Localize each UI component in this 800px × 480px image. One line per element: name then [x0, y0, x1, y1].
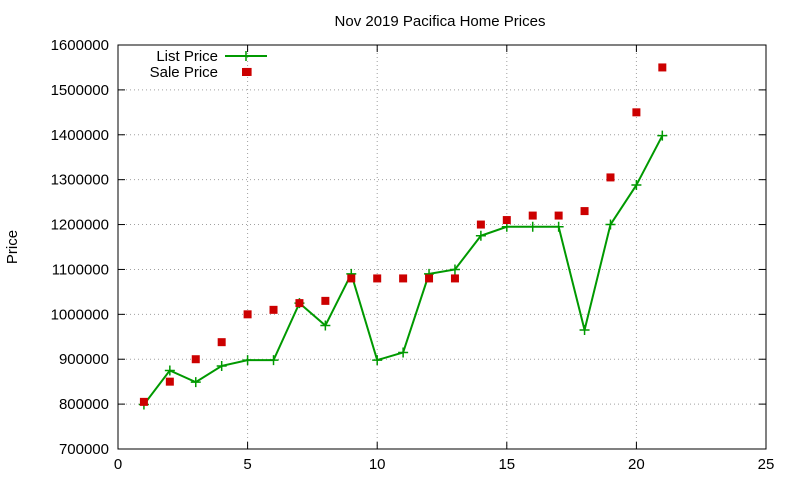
- y-tick-label: 1500000: [51, 82, 109, 99]
- data-point: [295, 299, 304, 308]
- series: [138, 63, 668, 410]
- data-point: [191, 355, 200, 364]
- y-tick-label: 1300000: [51, 172, 109, 189]
- data-point: [476, 220, 485, 229]
- data-point: [632, 108, 641, 117]
- data-point: [347, 274, 356, 283]
- y-tick-label: 1100000: [52, 261, 109, 278]
- x-tick-label: 5: [243, 456, 251, 473]
- x-tick-label: 25: [758, 456, 775, 473]
- y-tick-label: 1400000: [51, 127, 109, 144]
- data-point: [606, 173, 615, 182]
- data-point: [399, 274, 408, 283]
- data-point: [449, 264, 460, 275]
- data-point: [165, 377, 174, 386]
- axes: [117, 44, 767, 450]
- y-tick-label: 1200000: [51, 217, 109, 234]
- data-point: [164, 365, 175, 376]
- data-point: [631, 180, 642, 191]
- data-point: [425, 274, 434, 283]
- data-point: [190, 377, 201, 388]
- legend-marker: [241, 51, 251, 61]
- data-point: [475, 230, 486, 241]
- tick-labels: 0 5 10 15 20 25 700000 800000 900000 1000000 11000…: [51, 37, 775, 473]
- legend-label: Sale Price: [150, 64, 218, 81]
- y-tick-label: 800000: [59, 396, 109, 413]
- x-tick-label: 10: [369, 456, 386, 473]
- data-point: [217, 338, 226, 347]
- data-point: [528, 211, 537, 220]
- data-point: [450, 274, 459, 283]
- y-tick-label: 700000: [59, 441, 109, 458]
- data-point: [372, 355, 383, 366]
- data-point: [398, 347, 409, 358]
- x-tick-label: 0: [114, 456, 122, 473]
- chart-title: Nov 2019 Pacifica Home Prices: [335, 13, 546, 30]
- data-point: [216, 360, 227, 371]
- data-point: [658, 63, 667, 72]
- data-point: [605, 219, 616, 230]
- legend-marker: [242, 68, 250, 76]
- y-tick-label: 1000000: [51, 306, 109, 323]
- y-tick-label: 1600000: [51, 37, 109, 54]
- data-point: [527, 221, 538, 232]
- data-point: [242, 355, 253, 366]
- data-point: [657, 130, 668, 141]
- series-sale-price: [139, 63, 667, 406]
- legend-label: List Price: [156, 48, 218, 65]
- data-point: [320, 320, 331, 331]
- data-point: [139, 397, 148, 406]
- data-point: [553, 221, 564, 232]
- plot-border: [117, 44, 767, 450]
- data-point: [579, 325, 590, 336]
- y-tick-label: 900000: [59, 351, 109, 368]
- series-list-price: [138, 130, 668, 410]
- x-tick-label: 20: [628, 456, 645, 473]
- data-point: [269, 305, 278, 314]
- data-point: [580, 207, 589, 216]
- y-axis-label: Price: [4, 230, 21, 264]
- data-point: [243, 310, 252, 319]
- data-point: [321, 296, 330, 305]
- data-point: [268, 355, 279, 366]
- grid: [118, 45, 766, 449]
- data-point: [554, 211, 563, 220]
- data-point: [502, 216, 511, 225]
- data-point: [373, 274, 382, 283]
- x-tick-label: 15: [498, 456, 515, 473]
